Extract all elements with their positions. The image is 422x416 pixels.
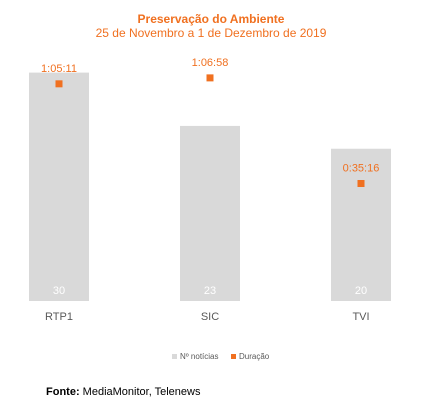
plot-area: 30 RTP1 1:05:11 23 SIC 1:06:58 20 TVI 0:35:16: [29, 57, 391, 323]
legend-label-duration: Duração: [239, 352, 270, 361]
duration-marker-rtp1: [55, 80, 63, 88]
legend-swatch-duration: [231, 354, 236, 359]
bar-value-label: 20: [355, 285, 367, 297]
legend-label-news: Nº notícias: [180, 352, 219, 361]
source-note: Fonte: MediaMonitor, Telenews: [46, 386, 200, 398]
bar-rtp1: [29, 72, 89, 301]
duration-label: 1:06:58: [192, 57, 229, 69]
legend: Nº notícias Duração: [172, 352, 270, 361]
legend-swatch-news: [172, 354, 177, 359]
source-label: Fonte:: [46, 386, 80, 398]
duration-marker-tvi: [357, 179, 365, 187]
duration-marker-sic: [206, 74, 214, 82]
duration-label: 0:35:16: [343, 162, 380, 174]
source-text: MediaMonitor, Telenews: [82, 386, 201, 398]
bar-tvi: [331, 148, 391, 301]
chart-title: Preservação do Ambiente: [138, 12, 285, 26]
bar-value-label: 23: [204, 285, 216, 297]
category-label: RTP1: [45, 311, 73, 323]
category-label: SIC: [201, 311, 219, 323]
category-label: TVI: [352, 311, 369, 323]
duration-label: 1:05:11: [41, 63, 77, 75]
bar-value-label: 30: [53, 285, 65, 297]
bar-sic: [180, 125, 240, 301]
chart-subtitle: 25 de Novembro a 1 de Dezembro de 2019: [96, 26, 327, 40]
